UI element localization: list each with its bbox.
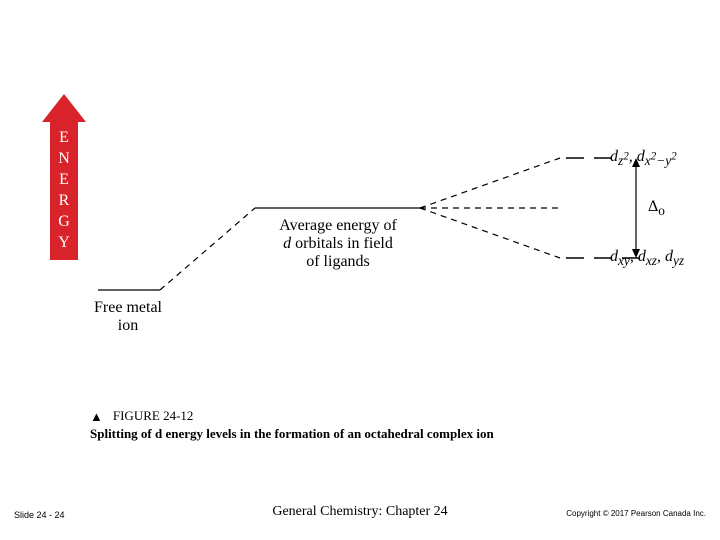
split-dash-upper bbox=[420, 158, 560, 208]
t2g-orbitals-label: dxy, dxz, dyz bbox=[610, 248, 700, 278]
barycenter-label: d orbitals in field bbox=[283, 235, 393, 252]
eg-orbitals-label: dz2, dx2−y2 bbox=[610, 148, 700, 178]
slide-footer: Slide 24 - 24 General Chemistry: Chapter… bbox=[0, 500, 720, 520]
caption-triangle-icon: ▲ bbox=[90, 410, 103, 423]
barycenter-label: of ligands bbox=[306, 253, 370, 270]
energy-arrow-letter: R bbox=[59, 192, 70, 209]
caption-row: ▲ FIGURE 24-12 bbox=[90, 408, 650, 424]
energy-arrow-letter: N bbox=[58, 150, 70, 167]
energy-diagram: ENERGYFree metalionAverage energy ofd or… bbox=[30, 90, 700, 350]
free-ion-label: ion bbox=[118, 317, 138, 334]
split-dash-lower bbox=[420, 208, 560, 258]
slide-root: ENERGYFree metalionAverage energy ofd or… bbox=[0, 0, 720, 540]
copyright-text: Copyright © 2017 Pearson Canada Inc. bbox=[566, 509, 706, 518]
energy-arrow-letter: E bbox=[59, 171, 69, 188]
energy-arrow-letter: G bbox=[58, 213, 70, 230]
figure-label: FIGURE 24-12 bbox=[113, 408, 194, 424]
delta-o-label: Δo bbox=[648, 198, 700, 228]
energy-arrow-letter: E bbox=[59, 129, 69, 146]
free-ion-label: Free metal bbox=[94, 299, 163, 316]
figure-caption: ▲ FIGURE 24-12 Splitting of d energy lev… bbox=[90, 408, 650, 442]
barycenter-label: Average energy of bbox=[279, 217, 397, 234]
rise-dash bbox=[160, 208, 255, 290]
figure-title: Splitting of d energy levels in the form… bbox=[90, 426, 650, 442]
energy-arrow-letter: Y bbox=[58, 234, 70, 251]
diagram-svg: ENERGYFree metalionAverage energy ofd or… bbox=[30, 90, 700, 350]
